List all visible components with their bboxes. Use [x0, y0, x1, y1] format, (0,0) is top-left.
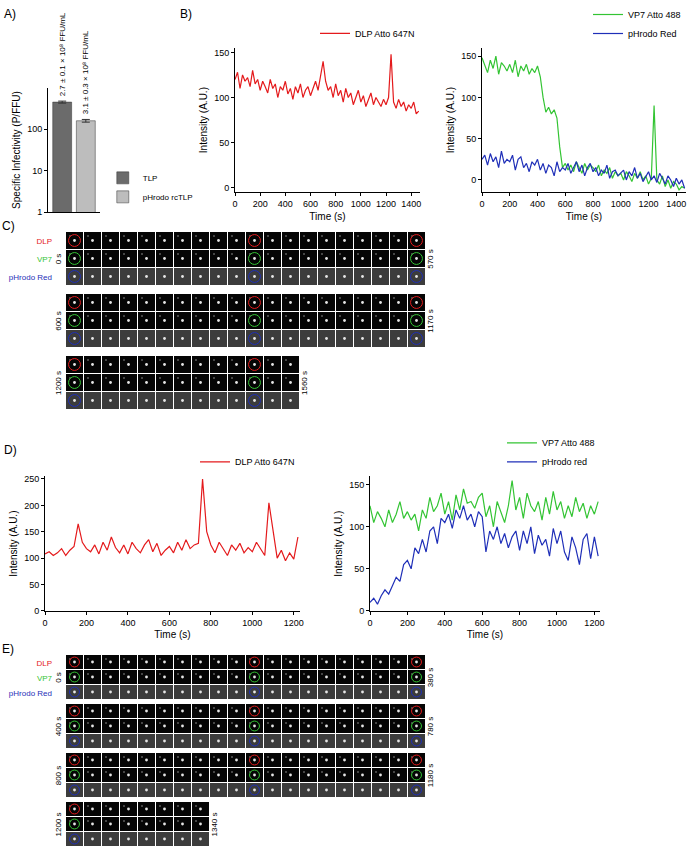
svg-text:0: 0	[224, 183, 229, 193]
svg-text:50: 50	[466, 134, 476, 144]
svg-text:0: 0	[479, 199, 484, 209]
svg-text:50: 50	[219, 138, 229, 148]
svg-text:600: 600	[162, 618, 177, 628]
svg-text:Intensity (A.U.): Intensity (A.U.)	[333, 511, 344, 577]
svg-text:100: 100	[24, 553, 39, 563]
svg-text:DLP: DLP	[36, 237, 52, 246]
svg-text:600 s: 600 s	[54, 311, 63, 331]
svg-text:3.1 ± 0.3 × 10⁸ FFU/mL: 3.1 ± 0.3 × 10⁸ FFU/mL	[81, 30, 90, 114]
svg-text:1170 s: 1170 s	[426, 309, 435, 332]
svg-text:200: 200	[253, 199, 268, 209]
svg-text:200: 200	[24, 501, 39, 511]
svg-text:800: 800	[328, 199, 343, 209]
svg-text:D): D)	[4, 443, 17, 457]
svg-text:1200: 1200	[639, 199, 659, 209]
svg-text:1560 s: 1560 s	[300, 371, 309, 395]
svg-text:Intensity (A.U.): Intensity (A.U.)	[198, 87, 209, 153]
svg-text:1200 s: 1200 s	[54, 371, 63, 395]
svg-text:1000: 1000	[242, 618, 262, 628]
svg-text:100: 100	[214, 93, 229, 103]
svg-text:800: 800	[512, 618, 527, 628]
svg-text:A): A)	[4, 7, 16, 21]
svg-text:0 s: 0 s	[54, 254, 63, 265]
svg-text:TLP: TLP	[143, 174, 158, 183]
svg-text:Time (s): Time (s)	[467, 629, 503, 640]
svg-text:400: 400	[278, 199, 293, 209]
svg-text:C): C)	[2, 219, 15, 233]
svg-text:Time (s): Time (s)	[566, 211, 602, 222]
svg-text:DLP Atto 647N: DLP Atto 647N	[235, 457, 294, 467]
svg-text:600: 600	[558, 199, 573, 209]
svg-text:0: 0	[34, 606, 39, 616]
svg-text:100: 100	[349, 522, 364, 532]
svg-text:VP7: VP7	[37, 674, 53, 683]
svg-text:1000: 1000	[611, 199, 631, 209]
svg-text:1200: 1200	[584, 618, 604, 628]
svg-text:1: 1	[37, 207, 42, 217]
svg-text:1400: 1400	[666, 199, 686, 209]
svg-text:VP7: VP7	[37, 255, 53, 264]
svg-text:Intensity (A.U.): Intensity (A.U.)	[8, 511, 19, 577]
svg-text:1180 s: 1180 s	[426, 764, 435, 787]
svg-text:800: 800	[586, 199, 601, 209]
svg-text:1200: 1200	[376, 199, 396, 209]
svg-text:100: 100	[461, 93, 476, 103]
svg-text:Specific Infectivity (P/FFU): Specific Infectivity (P/FFU)	[11, 91, 22, 209]
svg-text:VP7 Atto 488: VP7 Atto 488	[542, 438, 595, 448]
svg-text:400: 400	[530, 199, 545, 209]
svg-text:0: 0	[367, 618, 372, 628]
svg-text:200: 200	[502, 199, 517, 209]
svg-text:600: 600	[475, 618, 490, 628]
svg-text:1400: 1400	[401, 199, 421, 209]
svg-text:1000: 1000	[547, 618, 567, 628]
svg-text:400: 400	[120, 618, 135, 628]
svg-text:150: 150	[349, 480, 364, 490]
svg-text:0: 0	[471, 175, 476, 185]
svg-text:Time (s): Time (s)	[154, 629, 190, 640]
svg-text:pHrodo rcTLP: pHrodo rcTLP	[143, 193, 193, 202]
svg-text:100: 100	[27, 124, 42, 134]
svg-text:0: 0	[359, 606, 364, 616]
svg-text:E): E)	[2, 642, 14, 656]
svg-text:780 s: 780 s	[426, 717, 435, 737]
svg-text:Intensity (A.U.): Intensity (A.U.)	[445, 87, 456, 153]
svg-text:800 s: 800 s	[54, 766, 63, 786]
svg-text:0: 0	[42, 618, 47, 628]
svg-text:570 s: 570 s	[426, 249, 435, 269]
svg-text:pHrodo red: pHrodo red	[542, 457, 587, 467]
svg-text:1000: 1000	[351, 199, 371, 209]
svg-text:150: 150	[461, 51, 476, 61]
svg-text:1200: 1200	[284, 618, 304, 628]
svg-text:DLP: DLP	[36, 659, 52, 668]
svg-text:pHrodo Red: pHrodo Red	[628, 29, 677, 39]
svg-text:600: 600	[303, 199, 318, 209]
svg-text:2.7 ± 0.1 × 10⁸ FFU/mL: 2.7 ± 0.1 × 10⁸ FFU/mL	[58, 12, 67, 96]
svg-text:pHrodo Red: pHrodo Red	[9, 689, 52, 698]
svg-text:150: 150	[24, 527, 39, 537]
svg-text:B): B)	[180, 7, 192, 21]
svg-text:VP7 Atto 488: VP7 Atto 488	[628, 10, 681, 20]
svg-text:10: 10	[32, 166, 42, 176]
svg-text:200: 200	[400, 618, 415, 628]
svg-text:150: 150	[214, 48, 229, 58]
svg-text:380 s: 380 s	[426, 668, 435, 688]
svg-text:800: 800	[203, 618, 218, 628]
svg-text:250: 250	[24, 474, 39, 484]
svg-text:50: 50	[29, 580, 39, 590]
svg-text:pHrodo Red: pHrodo Red	[9, 273, 52, 282]
svg-text:DLP Atto 647N: DLP Atto 647N	[355, 29, 414, 39]
svg-text:Time (s): Time (s)	[309, 211, 345, 222]
svg-text:400 s: 400 s	[54, 717, 63, 737]
svg-text:1340 s: 1340 s	[210, 812, 219, 836]
svg-text:0 s: 0 s	[54, 672, 63, 683]
svg-text:400: 400	[437, 618, 452, 628]
svg-text:200: 200	[79, 618, 94, 628]
svg-text:0: 0	[232, 199, 237, 209]
svg-text:50: 50	[354, 564, 364, 574]
svg-text:1200 s: 1200 s	[54, 812, 63, 836]
